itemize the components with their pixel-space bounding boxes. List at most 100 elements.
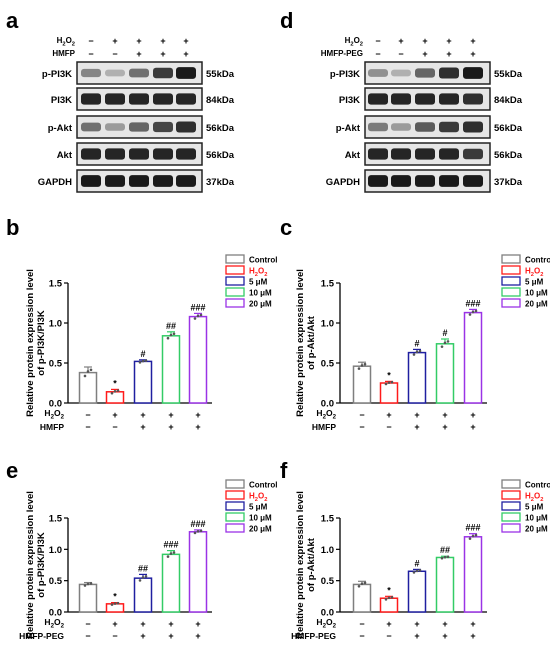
- data-point: [116, 389, 120, 392]
- blot-band: [176, 67, 196, 79]
- data-point: [193, 531, 197, 535]
- h2o2-glyph: 2: [540, 272, 543, 278]
- legend-label: 5 μM: [249, 278, 268, 287]
- treatment-sign: −: [375, 49, 380, 59]
- significance-marker: *: [113, 378, 117, 388]
- legend-label: 10 μM: [249, 289, 272, 298]
- h2o2-glyph: 2: [264, 272, 267, 278]
- y-tick-label: 0.5: [321, 576, 335, 587]
- treatment-sign: +: [470, 422, 475, 432]
- treatment-sign: +: [195, 422, 200, 432]
- blot-band: [391, 175, 411, 187]
- blot-row: p-Akt 56kDa: [48, 115, 235, 139]
- blot-band: [439, 67, 459, 79]
- significance-marker: #: [414, 558, 419, 568]
- significance-marker: ###: [465, 298, 480, 308]
- h2o2-glyph: 2: [61, 414, 65, 421]
- h2o2-glyph: 2: [51, 414, 55, 421]
- bar: [463, 311, 483, 404]
- protein-label: Akt: [345, 150, 361, 161]
- h2o2-sign: +: [195, 410, 200, 420]
- treatment-row-label: HMFP: [52, 49, 75, 58]
- treatment-sign: +: [442, 422, 447, 432]
- legend-label: H2O2: [249, 492, 267, 504]
- y-tick-label: 0.5: [49, 576, 63, 587]
- legend-swatch: [501, 501, 521, 511]
- molecular-weight-label: 55kDa: [206, 69, 235, 80]
- blot-row: p-PI3K 55kDa: [330, 61, 523, 85]
- blot-band: [81, 93, 101, 105]
- h2o2-glyph: 2: [540, 497, 543, 503]
- data-point: [83, 374, 87, 378]
- blot-band: [463, 67, 483, 79]
- blot-band: [368, 93, 388, 105]
- legend-swatch: [501, 523, 521, 533]
- bar: [188, 315, 208, 404]
- significance-marker: ###: [465, 523, 480, 533]
- data-point: [360, 582, 364, 586]
- h2o2-glyph: H: [345, 36, 351, 45]
- legend-swatch: [225, 501, 245, 511]
- data-point: [474, 533, 478, 537]
- y-tick-label: 1.0: [49, 319, 62, 330]
- h2o2-sign: +: [140, 619, 145, 629]
- treatment-sign: −: [359, 422, 364, 432]
- data-point: [468, 313, 472, 316]
- treatment-sign: +: [414, 631, 419, 641]
- data-point: [89, 368, 93, 372]
- h2o2-sign: +: [422, 36, 427, 46]
- h2o2-glyph: O: [54, 617, 61, 627]
- protein-label: Akt: [57, 150, 73, 161]
- treatment-sign: +: [442, 631, 447, 641]
- h2o2-glyph: H: [525, 492, 531, 501]
- protein-label: PI3K: [51, 95, 72, 106]
- blot-band: [415, 148, 435, 160]
- protein-label: p-PI3K: [42, 69, 72, 80]
- y-label-line: of p-PI3K/PI3K: [36, 532, 47, 598]
- treatment-sign: +: [136, 49, 141, 59]
- bar: [133, 577, 153, 613]
- legend-swatch: [501, 490, 521, 500]
- treatment-sign: −: [85, 422, 90, 432]
- y-tick-label: 1.0: [49, 545, 62, 556]
- h2o2-sign: +: [160, 36, 165, 46]
- h2o2-glyph: 2: [531, 272, 534, 278]
- data-point: [199, 529, 203, 533]
- significance-marker: ###: [190, 302, 205, 312]
- blot-band: [105, 175, 125, 187]
- blot-band: [153, 67, 173, 79]
- molecular-weight-label: 84kDa: [206, 95, 235, 106]
- data-point: [418, 349, 422, 353]
- h2o2-sign: −: [88, 36, 93, 46]
- data-point: [193, 317, 197, 320]
- h2o2-sign: +: [398, 36, 403, 46]
- data-point: [390, 380, 394, 384]
- blot-row: Akt 56kDa: [345, 142, 523, 166]
- y-tick-label: 0.0: [321, 399, 334, 410]
- blot-row: GAPDH 37kDa: [38, 169, 235, 193]
- treatment-sign: +: [183, 49, 188, 59]
- treatment-sign: −: [398, 49, 403, 59]
- treatment-sign: −: [386, 631, 391, 641]
- treatment-sign: +: [195, 631, 200, 641]
- data-point: [471, 310, 475, 314]
- legend-swatch: [501, 298, 521, 308]
- bar: [105, 603, 125, 613]
- legend-label: Control: [525, 256, 550, 265]
- h2o2-sign: −: [375, 36, 380, 46]
- h2o2-sign: +: [414, 410, 419, 420]
- molecular-weight-label: 55kDa: [494, 69, 523, 80]
- blot-band: [391, 93, 411, 105]
- treatment-sign: −: [112, 422, 117, 432]
- treatment-row-label: HMFP-PEG: [291, 631, 336, 641]
- data-point: [144, 574, 148, 578]
- significance-marker: #: [414, 338, 419, 348]
- bar: [78, 583, 98, 613]
- blot-band: [105, 123, 125, 131]
- h2o2-glyph: H: [525, 267, 531, 276]
- significance-marker: *: [387, 585, 391, 595]
